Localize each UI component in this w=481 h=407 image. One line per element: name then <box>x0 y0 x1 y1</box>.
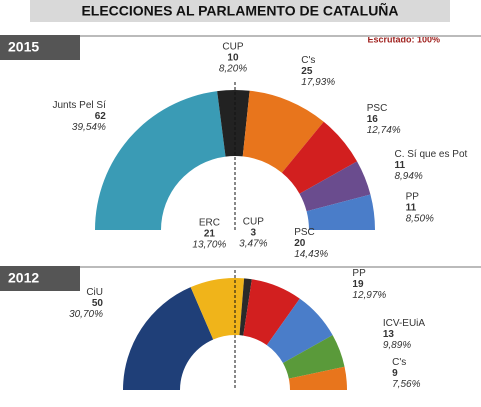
seat-segment <box>123 287 214 390</box>
seat-count: 11 <box>406 203 417 214</box>
vote-share: 8,50% <box>406 214 434 225</box>
note: Escrutado: 100% <box>367 34 440 44</box>
party-name: ICV-EUiA <box>383 318 426 329</box>
vote-share: 12,97% <box>352 290 386 301</box>
seat-count: 20 <box>294 238 306 249</box>
title-bar <box>30 0 450 22</box>
party-name: PSC <box>367 103 388 114</box>
seat-count: 21 <box>204 229 216 240</box>
seat-count: 19 <box>352 279 364 290</box>
seat-segment <box>281 121 358 194</box>
vote-share: 8,94% <box>394 171 422 182</box>
vote-share: 12,74% <box>367 125 401 136</box>
party-name: C's <box>392 357 406 368</box>
year-box <box>0 35 80 60</box>
vote-share: 17,93% <box>301 77 335 88</box>
seat-segment <box>282 335 345 379</box>
year-box <box>0 266 80 291</box>
party-name: CUP <box>243 217 264 228</box>
vote-share: 3,47% <box>239 239 267 250</box>
party-name: CiU <box>86 287 103 298</box>
seat-segment <box>217 89 250 157</box>
year-label: 2015 <box>8 39 39 55</box>
party-name: C. Sí que es Pot <box>394 149 467 160</box>
party-name: Junts Pel Sí <box>52 100 106 111</box>
page-title: ELECCIONES AL PARLAMENTO DE CATALUÑA <box>81 2 398 19</box>
seat-segment <box>299 161 371 212</box>
seat-segment <box>239 278 252 336</box>
vote-share: 14,43% <box>294 249 328 260</box>
vote-share: 8,20% <box>219 64 247 75</box>
seat-count: 62 <box>95 111 107 122</box>
seat-segment <box>242 90 324 173</box>
party-name: C's <box>301 55 315 66</box>
vote-share: 13,70% <box>192 240 226 251</box>
party-name: CUP <box>222 42 243 53</box>
party-name: PP <box>406 192 420 203</box>
seat-count: 16 <box>367 114 379 125</box>
seat-segment <box>243 279 300 346</box>
seat-count: 13 <box>383 329 395 340</box>
year-label: 2012 <box>8 270 39 286</box>
seat-segment <box>306 194 375 230</box>
seat-segment <box>95 91 226 231</box>
seat-count: 25 <box>301 66 313 77</box>
vote-share: 9,89% <box>383 340 411 351</box>
party-name: PP <box>352 268 366 279</box>
vote-share: 39,54% <box>72 122 106 133</box>
seat-count: 9 <box>392 368 398 379</box>
vote-share: 30,70% <box>69 309 103 320</box>
vote-share: 7,56% <box>392 379 420 390</box>
party-name: PSC <box>294 227 315 238</box>
seat-count: 11 <box>394 160 405 171</box>
seat-count: 10 <box>227 53 239 64</box>
seat-count: 50 <box>92 298 104 309</box>
party-name: ERC <box>199 218 220 229</box>
seat-segment <box>190 278 245 340</box>
seat-segment <box>288 366 347 390</box>
seat-count: 3 <box>251 228 257 239</box>
seat-segment <box>266 298 333 364</box>
